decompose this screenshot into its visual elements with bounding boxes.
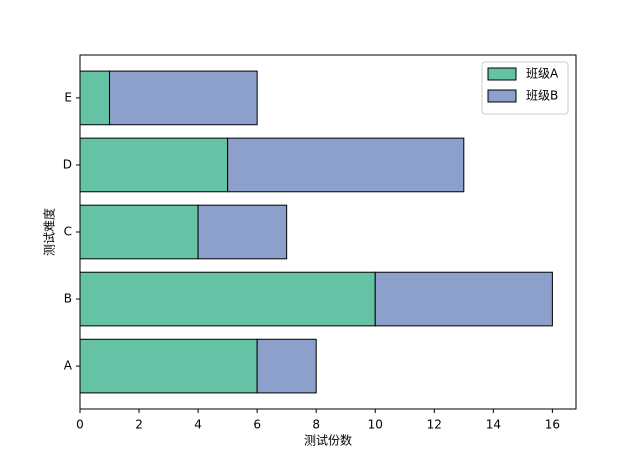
- y-axis-label: 测试难度: [42, 208, 57, 256]
- bar: [79, 338, 258, 394]
- legend-label: 班级A: [526, 67, 559, 81]
- legend-swatch: [487, 67, 517, 81]
- bar: [227, 137, 465, 193]
- x-tick-label: 10: [368, 418, 383, 432]
- bar: [79, 271, 376, 327]
- x-tick-label: 6: [253, 418, 261, 432]
- x-axis-label: 测试份数: [304, 433, 352, 448]
- legend-label: 班级B: [526, 89, 558, 103]
- x-tick-label: 8: [312, 418, 320, 432]
- y-tick-label: E: [64, 90, 72, 104]
- y-tick-label: D: [63, 157, 72, 171]
- x-tick-label: 2: [135, 418, 143, 432]
- y-tick-label: C: [64, 225, 72, 239]
- x-tick-label: 16: [545, 418, 560, 432]
- bar: [256, 338, 317, 394]
- bar: [109, 70, 258, 126]
- x-tick-label: 12: [427, 418, 442, 432]
- plot-frame: [79, 54, 577, 410]
- x-tick-label: 0: [76, 418, 84, 432]
- bar: [79, 204, 199, 260]
- y-tick-label: B: [64, 292, 72, 306]
- legend-swatch: [487, 89, 517, 103]
- bar: [374, 271, 553, 327]
- bar: [197, 204, 288, 260]
- bar: [79, 137, 229, 193]
- y-tick-label: A: [64, 359, 73, 373]
- x-tick-label: 14: [486, 418, 501, 432]
- x-tick-label: 4: [194, 418, 202, 432]
- bar: [79, 70, 111, 126]
